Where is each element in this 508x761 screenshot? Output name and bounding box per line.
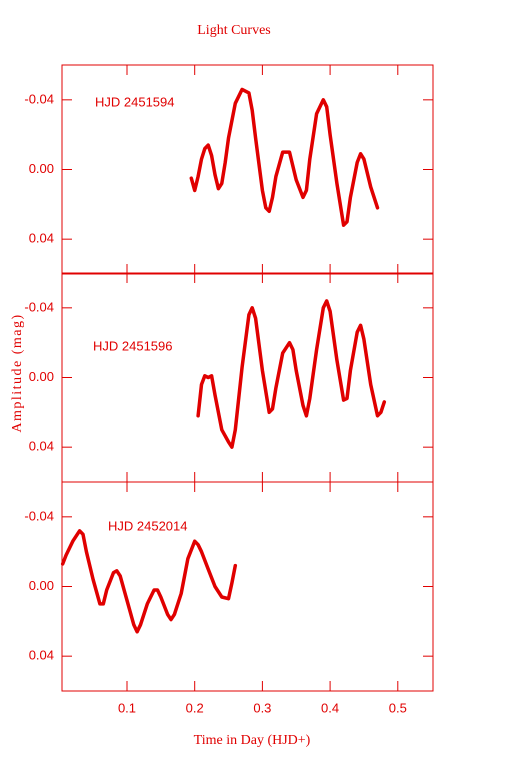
plot-frame: [61, 481, 434, 692]
light-curve: [189, 87, 380, 227]
y-tick-label: 0.04: [29, 439, 54, 454]
y-tick-label: 0.00: [29, 578, 54, 593]
y-tick-label: 0.04: [29, 231, 54, 246]
y-axis-label: Amplitude (mag): [10, 313, 25, 432]
annotation: HJD 2451596: [93, 338, 173, 353]
light-curve: [60, 529, 238, 634]
y-tick-label: -0.04: [24, 508, 54, 523]
x-tick-label: 0.3: [253, 700, 271, 715]
x-tick-label: 0.1: [118, 700, 136, 715]
y-tick-label: -0.04: [24, 299, 54, 314]
chart-title: Light Curves: [197, 23, 271, 38]
x-tick-label: 0.2: [186, 700, 204, 715]
light-curve: [196, 299, 387, 449]
y-tick-label: 0.04: [29, 648, 54, 663]
y-tick-label: 0.00: [29, 161, 54, 176]
x-tick-label: 0.5: [389, 700, 407, 715]
y-tick-label: 0.00: [29, 369, 54, 384]
annotation: HJD 2451594: [95, 94, 175, 109]
plot-frame: [61, 272, 434, 483]
annotation: HJD 2452014: [108, 518, 188, 533]
x-axis-label: Time in Day (HJD+): [194, 733, 311, 748]
y-tick-label: -0.04: [24, 91, 54, 106]
x-tick-label: 0.4: [321, 700, 339, 715]
